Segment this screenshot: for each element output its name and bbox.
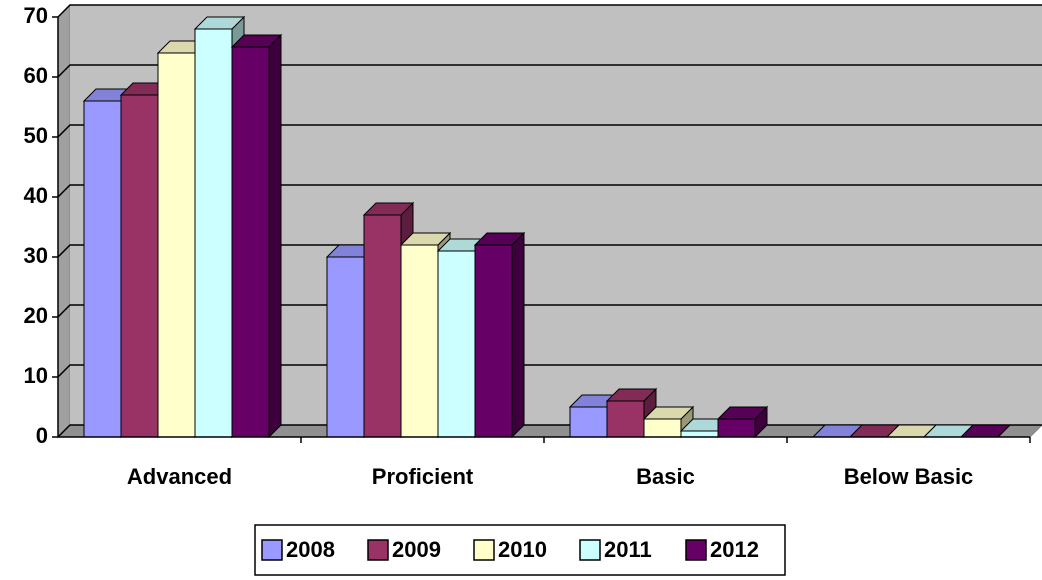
bar-side-shade: [755, 407, 767, 437]
bar: [717, 418, 756, 438]
bar-group: [716, 405, 769, 439]
bar-side-shade: [269, 35, 281, 437]
bar-top-shade: [475, 233, 524, 245]
grid-line: [57, 244, 1042, 258]
legend-label: 2010: [498, 537, 547, 562]
bar: [83, 100, 122, 438]
bar-group: [230, 33, 283, 439]
y-tick-label: 20: [24, 303, 48, 328]
bar: [569, 406, 608, 438]
y-tick-label: 0: [36, 423, 48, 448]
bar: [643, 418, 682, 438]
legend-label: 2012: [710, 537, 759, 562]
bar: [437, 250, 476, 438]
grid: [57, 4, 1042, 438]
legend-swatch: [685, 539, 707, 561]
grid-line: [57, 304, 1042, 318]
bar-group: [811, 424, 864, 438]
bar-top-shade: [195, 17, 244, 29]
bar-top-shade: [850, 425, 899, 437]
grid-line: [57, 4, 1042, 18]
legend-swatch: [367, 539, 389, 561]
x-tick-label: Basic: [636, 464, 695, 489]
x-tick-label: Advanced: [127, 464, 232, 489]
bar: [157, 52, 196, 438]
bar: [400, 244, 439, 438]
bar-top-shade: [364, 203, 413, 215]
bar: [363, 214, 402, 438]
bar-group: [885, 424, 938, 438]
back-wall: [70, 5, 1042, 425]
bar-top-shade: [924, 425, 973, 437]
bar-group: [848, 424, 901, 438]
bar-side-shade: [512, 233, 524, 437]
bar: [120, 94, 159, 438]
bar: [194, 28, 233, 438]
y-tick-label: 40: [24, 183, 48, 208]
legend-label: 2009: [392, 537, 441, 562]
legend-swatch: [473, 539, 495, 561]
bar: [474, 244, 513, 438]
bar: [326, 256, 365, 438]
bar-top-shade: [813, 425, 862, 437]
legend-items: 2008 2009 2010 2011 2012: [261, 537, 759, 562]
y-tick-label: 10: [24, 363, 48, 388]
bar-top-shade: [961, 425, 1010, 437]
grid-line: [57, 64, 1042, 78]
bar-top-shade: [607, 389, 656, 401]
legend-label: 2008: [286, 537, 335, 562]
grid-line: [57, 184, 1042, 198]
bars: [82, 15, 1012, 439]
y-tick-label: 60: [24, 63, 48, 88]
bar-group: [473, 231, 526, 439]
bar-top-shade: [644, 407, 693, 419]
legend-swatch: [261, 539, 283, 561]
y-tick-label: 70: [24, 3, 48, 28]
bar-group: [605, 387, 658, 439]
bar-group: [959, 424, 1012, 438]
bar-top-shade: [718, 407, 767, 419]
grid-line: [57, 124, 1042, 138]
left-wall: [57, 3, 71, 439]
bar-top-shade: [232, 35, 281, 47]
bar: [680, 430, 719, 438]
bar: [231, 46, 270, 438]
bar: [606, 400, 645, 438]
bar-top-shade: [401, 233, 450, 245]
x-tick-label: Below Basic: [844, 464, 974, 489]
y-tick-label: 30: [24, 243, 48, 268]
y-tick-label: 50: [24, 123, 48, 148]
legend-swatch: [579, 539, 601, 561]
x-tick-label: Proficient: [372, 464, 474, 489]
legend-label: 2011: [604, 537, 652, 562]
grid-line: [57, 364, 1042, 378]
bar-top-shade: [887, 425, 936, 437]
